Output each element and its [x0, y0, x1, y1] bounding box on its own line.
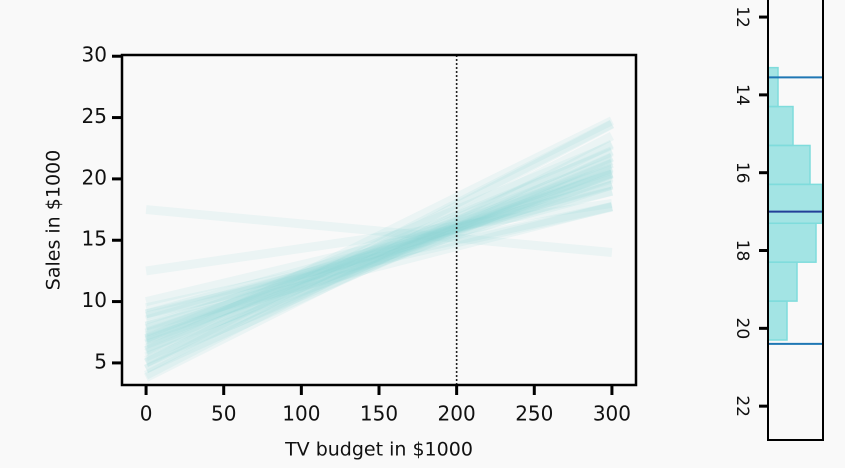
y-tick-label: 20 — [82, 165, 107, 189]
y-tick-label: 20 — [732, 318, 752, 340]
y-tick-label: 16 — [732, 162, 752, 184]
regression-line — [144, 163, 614, 365]
regression-line — [144, 158, 614, 355]
regression-line — [144, 159, 614, 361]
regression-line — [144, 141, 614, 343]
y-tick-label: 18 — [732, 240, 752, 262]
regression-line — [144, 169, 614, 344]
regression-line — [144, 180, 614, 319]
regression-line — [144, 116, 614, 355]
histogram-bar — [767, 66, 779, 108]
histogram-bar — [767, 144, 811, 186]
regression-line — [144, 152, 614, 368]
regression-line — [144, 119, 614, 367]
regression-line — [144, 156, 614, 346]
histogram-bar — [767, 105, 794, 147]
histogram-bar — [767, 183, 823, 225]
x-tick-label: 50 — [211, 402, 236, 426]
regression-line — [145, 202, 613, 313]
y-tick-label: 12 — [732, 6, 752, 28]
histogram-bar — [767, 261, 798, 302]
regression-line — [144, 139, 614, 382]
y-axis-title: Sales in $1000 — [43, 150, 65, 290]
regression-line — [144, 172, 614, 353]
regression-line — [145, 202, 613, 319]
regression-line — [145, 205, 613, 257]
panel-frame — [767, 0, 824, 441]
x-tick-label: 0 — [140, 402, 153, 426]
y-tick-label: 10 — [82, 288, 107, 312]
y-tick-label: 22 — [732, 395, 752, 417]
regression-line — [144, 146, 614, 358]
y-tick-label: 14 — [732, 84, 752, 106]
regression-line — [145, 186, 613, 306]
regression-line — [144, 147, 614, 348]
histogram-bar — [767, 300, 788, 341]
y-tick-label: 15 — [82, 227, 107, 251]
regression-line — [144, 174, 614, 331]
x-tick-label: 200 — [438, 402, 476, 426]
regression-line — [144, 131, 614, 380]
x-tick-label: 300 — [593, 402, 631, 426]
regression-line — [145, 198, 613, 276]
y-tick-label: 5 — [94, 349, 107, 373]
regression-line — [144, 186, 614, 321]
regression-line — [143, 120, 615, 374]
x-axis-title: TV budget in $1000 — [284, 439, 473, 461]
regression-line — [144, 165, 614, 338]
x-tick-label: 100 — [282, 402, 320, 426]
y-tick-label: 25 — [82, 104, 107, 128]
x-tick-label: 150 — [360, 402, 398, 426]
regression-line — [144, 180, 614, 341]
regression-line — [144, 164, 614, 333]
y-tick-label: 30 — [82, 43, 107, 67]
regression-line — [144, 202, 614, 331]
x-tick-label: 250 — [515, 402, 553, 426]
regression-line — [144, 153, 614, 374]
histogram-bar — [767, 222, 817, 263]
regression-line — [144, 168, 614, 343]
regression-line — [144, 169, 614, 337]
regression-line — [144, 169, 614, 349]
regression-line — [144, 179, 614, 325]
